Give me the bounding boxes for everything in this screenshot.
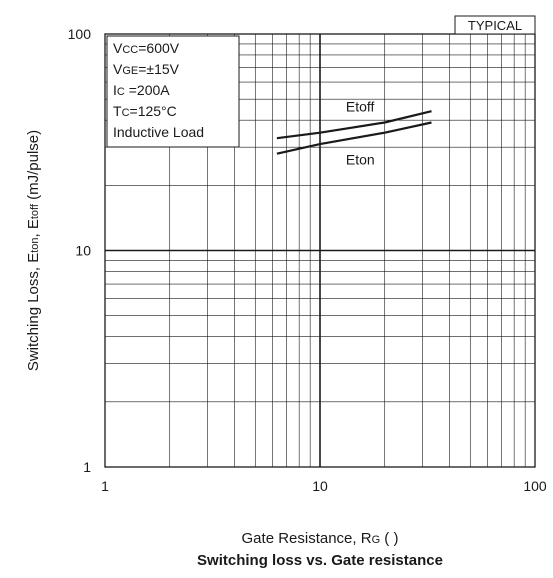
condition-line: VGE=±15V xyxy=(113,61,180,77)
x-tick-label: 10 xyxy=(312,478,328,494)
condition-line: Inductive Load xyxy=(113,124,204,140)
y-tick-label: 100 xyxy=(68,26,92,42)
y-tick-label: 1 xyxy=(83,459,91,475)
typical-badge: TYPICAL xyxy=(454,15,536,35)
x-tick-label: 100 xyxy=(523,478,547,494)
y-axis-label: Switching Loss, Eton, Etoff (mJ/pulse) xyxy=(25,130,42,371)
series-line-etoff xyxy=(276,110,432,140)
chart-title: Switching loss vs. Gate resistance xyxy=(197,552,443,569)
plot-frame xyxy=(104,33,536,468)
condition-line: TC=125°C xyxy=(113,103,177,119)
x-tick-label: 1 xyxy=(101,478,109,494)
y-tick-label: 10 xyxy=(75,243,91,259)
series-line-eton xyxy=(276,121,432,155)
typical-badge-label: TYPICAL xyxy=(468,18,522,33)
typical-badge-frame xyxy=(454,15,536,35)
series-label-eton: Eton xyxy=(346,151,375,167)
grid xyxy=(105,34,535,467)
series-label-etoff: Etoff xyxy=(346,99,375,115)
tick-labels: 1 10 100 1 10 100 xyxy=(68,26,547,494)
conditions-legend: VCC=600V VGE=±15V IC =200A TC=125°C Inductiv… xyxy=(106,35,240,148)
condition-line: VCC=600V xyxy=(113,40,180,56)
series: Etoff Eton xyxy=(276,99,432,167)
conditions-frame xyxy=(106,35,240,148)
x-axis-label: Gate Resistance, RG ( ) xyxy=(241,530,399,547)
condition-line: IC =200A xyxy=(113,82,170,98)
